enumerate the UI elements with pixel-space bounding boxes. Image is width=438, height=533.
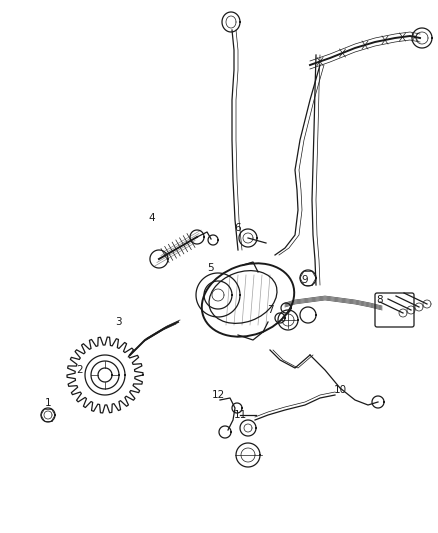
Text: 5: 5 bbox=[207, 263, 213, 273]
Text: 1: 1 bbox=[45, 398, 51, 408]
Text: 12: 12 bbox=[212, 390, 225, 400]
Text: 3: 3 bbox=[115, 317, 121, 327]
Text: 11: 11 bbox=[233, 410, 247, 420]
Text: 2: 2 bbox=[77, 365, 83, 375]
Text: 6: 6 bbox=[235, 223, 241, 233]
Text: 8: 8 bbox=[377, 295, 383, 305]
Text: 4: 4 bbox=[148, 213, 155, 223]
Text: 10: 10 bbox=[333, 385, 346, 395]
Text: 9: 9 bbox=[302, 275, 308, 285]
Text: 7: 7 bbox=[267, 305, 273, 315]
